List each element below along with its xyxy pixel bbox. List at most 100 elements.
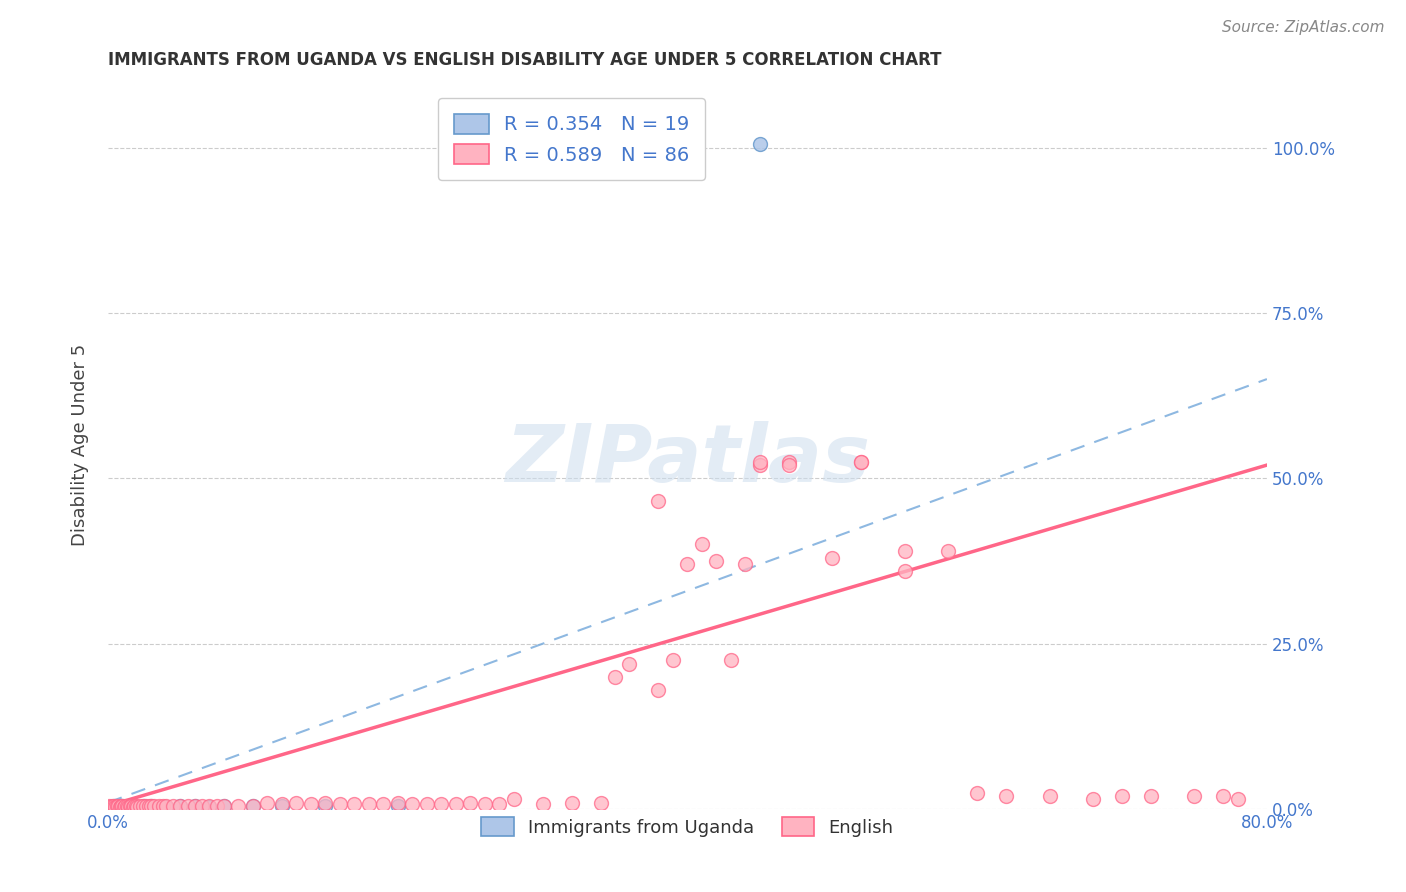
Point bbox=[415, 797, 437, 811]
Point bbox=[314, 796, 336, 810]
Point bbox=[104, 800, 127, 814]
Point bbox=[531, 137, 554, 152]
Point bbox=[662, 653, 685, 667]
Point bbox=[111, 799, 134, 814]
Point bbox=[242, 798, 264, 813]
Point bbox=[1081, 792, 1104, 806]
Point bbox=[430, 797, 453, 811]
Point bbox=[936, 544, 959, 558]
Point bbox=[357, 797, 380, 811]
Point bbox=[98, 799, 121, 814]
Point bbox=[110, 798, 132, 813]
Point bbox=[125, 800, 148, 814]
Point bbox=[134, 799, 156, 814]
Point bbox=[1184, 789, 1206, 803]
Point bbox=[893, 564, 915, 578]
Point bbox=[138, 798, 160, 813]
Point bbox=[647, 140, 669, 154]
Point bbox=[603, 140, 626, 154]
Point bbox=[118, 798, 141, 813]
Point bbox=[212, 799, 235, 814]
Point bbox=[242, 799, 264, 814]
Point bbox=[155, 800, 177, 814]
Point bbox=[115, 799, 138, 814]
Point bbox=[184, 799, 207, 814]
Legend: Immigrants from Uganda, English: Immigrants from Uganda, English bbox=[474, 810, 901, 844]
Point bbox=[619, 657, 641, 671]
Point bbox=[100, 800, 122, 814]
Point bbox=[1212, 789, 1234, 803]
Point bbox=[162, 798, 184, 813]
Point bbox=[488, 797, 510, 811]
Point bbox=[373, 797, 395, 811]
Point bbox=[124, 799, 146, 814]
Point bbox=[111, 799, 134, 814]
Point bbox=[720, 653, 742, 667]
Point bbox=[184, 798, 207, 813]
Point bbox=[851, 455, 873, 469]
Point bbox=[647, 494, 669, 508]
Point bbox=[176, 798, 198, 813]
Point bbox=[114, 798, 136, 813]
Point bbox=[205, 798, 228, 813]
Point bbox=[647, 683, 669, 698]
Point bbox=[676, 558, 699, 572]
Point bbox=[117, 800, 139, 814]
Point bbox=[734, 558, 756, 572]
Point bbox=[995, 789, 1018, 803]
Point bbox=[458, 796, 481, 810]
Point bbox=[121, 800, 143, 814]
Point bbox=[531, 797, 554, 811]
Y-axis label: Disability Age Under 5: Disability Age Under 5 bbox=[72, 344, 89, 547]
Point bbox=[228, 798, 250, 813]
Point bbox=[401, 797, 423, 811]
Point bbox=[169, 799, 191, 814]
Point bbox=[821, 550, 844, 565]
Point bbox=[148, 799, 170, 814]
Point bbox=[112, 800, 135, 814]
Point bbox=[143, 798, 166, 813]
Text: IMMIGRANTS FROM UGANDA VS ENGLISH DISABILITY AGE UNDER 5 CORRELATION CHART: IMMIGRANTS FROM UGANDA VS ENGLISH DISABI… bbox=[108, 51, 942, 69]
Point bbox=[748, 455, 770, 469]
Point bbox=[122, 798, 145, 813]
Point bbox=[155, 799, 177, 814]
Point bbox=[198, 799, 221, 814]
Point bbox=[256, 796, 278, 810]
Point bbox=[893, 544, 915, 558]
Point bbox=[270, 797, 292, 811]
Point bbox=[101, 798, 124, 813]
Point bbox=[299, 797, 322, 811]
Point bbox=[118, 798, 141, 813]
Point bbox=[105, 798, 128, 813]
Point bbox=[135, 799, 157, 814]
Point bbox=[128, 799, 150, 814]
Point bbox=[1226, 792, 1249, 806]
Point bbox=[502, 792, 524, 806]
Point bbox=[748, 137, 770, 152]
Point bbox=[191, 798, 214, 813]
Text: ZIPatlas: ZIPatlas bbox=[505, 421, 870, 499]
Point bbox=[706, 554, 728, 568]
Point bbox=[589, 796, 612, 810]
Point bbox=[105, 800, 128, 814]
Point bbox=[100, 800, 122, 814]
Point bbox=[444, 797, 467, 811]
Point bbox=[690, 537, 713, 551]
Point bbox=[387, 799, 409, 814]
Point bbox=[285, 796, 308, 810]
Point bbox=[387, 796, 409, 810]
Point bbox=[603, 670, 626, 684]
Point bbox=[103, 799, 125, 814]
Point bbox=[270, 799, 292, 814]
Point bbox=[125, 800, 148, 814]
Point bbox=[198, 800, 221, 814]
Point bbox=[1140, 789, 1163, 803]
Point bbox=[132, 798, 155, 813]
Point bbox=[1111, 789, 1133, 803]
Point bbox=[474, 797, 496, 811]
Point bbox=[108, 800, 131, 814]
Point bbox=[103, 798, 125, 813]
Point bbox=[778, 455, 800, 469]
Point bbox=[1039, 789, 1062, 803]
Point bbox=[343, 797, 366, 811]
